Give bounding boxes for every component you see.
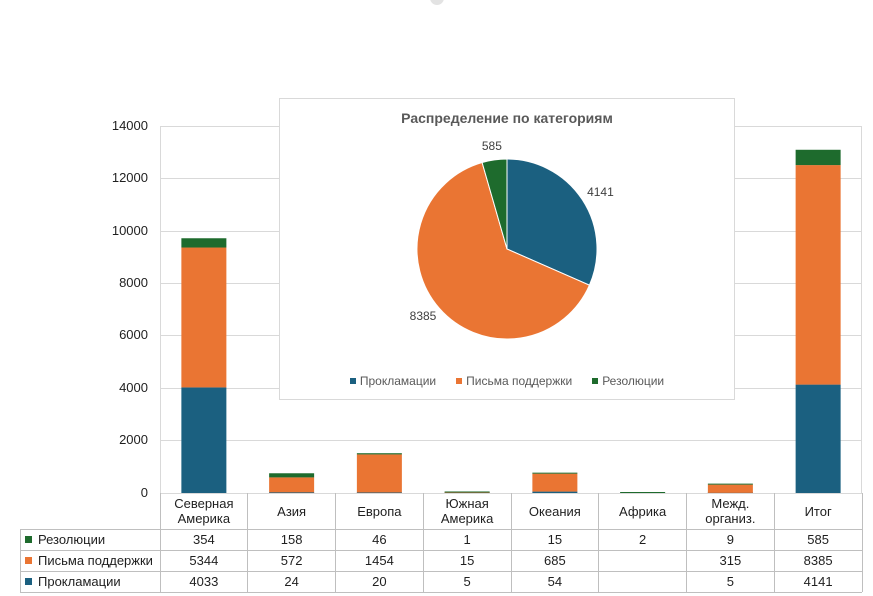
- pie-slice-proclamations: [506, 158, 598, 286]
- bar-resolutions-1: [269, 473, 315, 478]
- bar-support-letters-7: [795, 165, 841, 385]
- bar-proclamations-1: [269, 492, 315, 493]
- y-tick-label: 10000: [112, 223, 148, 238]
- legend-key-proclamations: [349, 378, 356, 384]
- bar-resolutions-0: [181, 238, 227, 248]
- y-tick-label: 0: [141, 485, 148, 500]
- pie-data-label-support-letters: 8385: [410, 309, 437, 323]
- pie-data-label-resolutions: 585: [482, 139, 502, 153]
- bar-resolutions-5: [620, 492, 666, 493]
- y-tick-label: 8000: [119, 275, 148, 290]
- bar-support-letters-4: [532, 473, 578, 492]
- gridlines: [160, 126, 862, 494]
- bar-series: [181, 149, 841, 493]
- legend-key-resolutions: [592, 378, 599, 384]
- y-tick-label: 12000: [112, 170, 148, 185]
- top-edge-shape: [430, 0, 444, 5]
- pie-chart: 4141 8385 585 Распределение по категориям …: [279, 98, 735, 400]
- bar-support-letters-2: [356, 454, 402, 493]
- bar-support-letters-1: [269, 477, 315, 493]
- pie-slice-support-letters: [416, 161, 591, 340]
- bar-resolutions-2: [356, 453, 402, 455]
- bar-proclamations-7: [795, 384, 841, 493]
- bar-support-letters-6: [707, 484, 753, 493]
- legend-item-resolutions: Резолюции: [592, 374, 664, 388]
- pie-data-label-proclamations: 4141: [587, 185, 614, 199]
- y-axis-tick-labels: 0 2000 4000 6000 8000 10000 12000 14000: [112, 118, 148, 500]
- legend-key-support-letters: [456, 378, 463, 384]
- bar-proclamations-0: [181, 387, 227, 493]
- bar-resolutions-7: [795, 149, 841, 166]
- pie-chart-title: Распределение по категориям: [401, 110, 613, 126]
- bar-proclamations-2: [356, 492, 402, 493]
- legend-item-support-letters: Письма поддержки: [456, 374, 572, 388]
- y-tick-label: 14000: [112, 118, 148, 133]
- bar-proclamations-4: [532, 491, 578, 493]
- y-tick-label: 2000: [119, 432, 148, 447]
- pie-slice-resolutions: [481, 158, 508, 250]
- y-tick-label: 4000: [119, 380, 148, 395]
- data-table-gridlines: [20, 493, 863, 593]
- legend-label-support-letters: Письма поддержки: [466, 374, 573, 388]
- bar-resolutions-6: [707, 483, 753, 485]
- y-tick-label: 6000: [119, 327, 148, 342]
- legend-item-proclamations: Прокламации: [349, 374, 437, 388]
- legend-label-resolutions: Резолюции: [602, 374, 665, 388]
- pie-legend: Прокламации Письма поддержки Резолюции: [280, 374, 734, 388]
- legend-label-proclamations: Прокламации: [359, 374, 437, 388]
- bar-resolutions-4: [532, 472, 578, 474]
- bar-support-letters-0: [181, 247, 227, 388]
- bar-resolutions-3: [444, 491, 490, 493]
- pie-plot: 4141 8385 585: [410, 139, 614, 340]
